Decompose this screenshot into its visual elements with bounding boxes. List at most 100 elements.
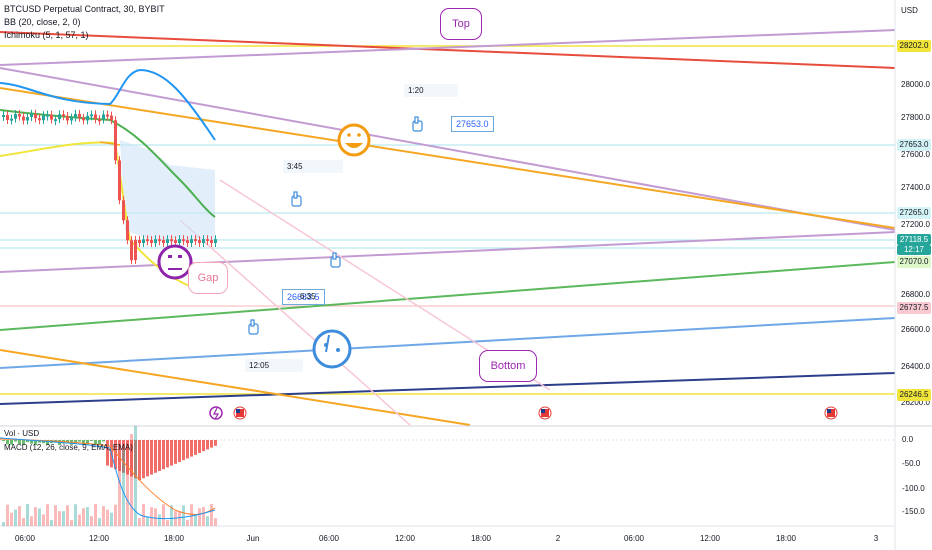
last-price-label[interactable]: 27118.5 bbox=[897, 234, 931, 245]
volume-bar bbox=[10, 512, 13, 526]
candle-body bbox=[6, 115, 9, 120]
lightning-icon[interactable] bbox=[209, 406, 223, 420]
price-tick: 27600.0 bbox=[901, 150, 930, 159]
price-tick: 27400.0 bbox=[901, 183, 930, 192]
candle-body bbox=[30, 113, 33, 118]
time-tick: 2 bbox=[555, 534, 561, 543]
macd-indicator-legend[interactable]: MACD (12, 26, close, 9, EMA, EMA) bbox=[4, 443, 133, 452]
smiling-face-icon bbox=[337, 123, 371, 157]
macd-histogram-bar bbox=[46, 440, 49, 445]
volume-indicator-legend[interactable]: Vol · USD bbox=[4, 429, 40, 438]
candle-body bbox=[138, 240, 141, 244]
macd-histogram-bar bbox=[106, 440, 109, 466]
volume-bar bbox=[2, 522, 5, 526]
time-note[interactable]: 6:35 bbox=[300, 292, 316, 301]
us-flag-icon[interactable] bbox=[538, 406, 552, 420]
macd-histogram-bar bbox=[90, 440, 93, 442]
macd-tick: -100.0 bbox=[902, 484, 925, 493]
purple-trendline-upper[interactable] bbox=[0, 29, 896, 66]
price-note-26683[interactable]: 26683.5 bbox=[282, 289, 325, 305]
currency-label: USD bbox=[901, 6, 918, 15]
price-label-28202[interactable]: 28202.0 bbox=[897, 40, 931, 52]
purple-trendline-descending[interactable] bbox=[0, 67, 896, 231]
blue-trendline[interactable] bbox=[0, 317, 896, 369]
candle-body bbox=[82, 117, 85, 121]
volume-bar bbox=[198, 508, 201, 526]
volume-bar bbox=[202, 507, 205, 526]
time-note[interactable]: 1:20 bbox=[404, 84, 458, 97]
price-tick: 27200.0 bbox=[901, 220, 930, 229]
volume-bar bbox=[38, 508, 41, 526]
volume-bar bbox=[190, 504, 193, 526]
gap-callout[interactable]: Gap bbox=[188, 262, 228, 294]
candle-body bbox=[58, 114, 61, 120]
price-label-27070[interactable]: 27070.0 bbox=[897, 256, 931, 268]
us-flag-icon[interactable] bbox=[824, 406, 838, 420]
candle-body bbox=[178, 239, 181, 243]
price-tick: 26400.0 bbox=[901, 362, 930, 371]
macd-histogram-bar bbox=[126, 440, 129, 475]
bottom-callout[interactable]: Bottom bbox=[479, 350, 537, 382]
candle-body bbox=[194, 239, 197, 242]
hand-pointer-icon bbox=[330, 252, 341, 268]
candle-body bbox=[78, 113, 81, 118]
macd-histogram-bar bbox=[142, 440, 145, 479]
price-tick: 26800.0 bbox=[901, 290, 930, 299]
candle-body bbox=[162, 240, 165, 244]
time-tick: 18:00 bbox=[163, 534, 185, 543]
macd-histogram-bar bbox=[78, 440, 81, 442]
candle-body bbox=[186, 240, 189, 243]
macd-histogram-bar bbox=[146, 440, 149, 477]
volume-bar bbox=[166, 520, 169, 526]
price-label-27265[interactable]: 27265.0 bbox=[897, 207, 931, 219]
volume-bar bbox=[6, 504, 9, 526]
candle-body bbox=[102, 114, 105, 120]
volume-bar bbox=[30, 516, 33, 526]
price-label-26246[interactable]: 26246.5 bbox=[897, 389, 931, 401]
candle-body bbox=[42, 115, 45, 121]
time-note[interactable]: 3:45 bbox=[283, 160, 343, 173]
candle-body bbox=[154, 239, 157, 244]
time-note[interactable]: 12:05 bbox=[245, 359, 303, 372]
ichimoku-indicator-legend[interactable]: Ichimoku (5, 1, 57, 1) bbox=[4, 30, 89, 40]
symbol-legend[interactable]: BTCUSD Perpetual Contract, 30, BYBIT bbox=[4, 4, 165, 14]
green-trendline[interactable] bbox=[0, 261, 896, 331]
price-tick: 26600.0 bbox=[901, 325, 930, 334]
candle-body bbox=[94, 114, 97, 120]
volume-bar bbox=[50, 520, 53, 526]
volume-bar bbox=[66, 505, 69, 526]
red-trendline[interactable] bbox=[0, 31, 896, 69]
macd-histogram-bar bbox=[186, 440, 189, 459]
bb-indicator-legend[interactable]: BB (20, close, 2, 0) bbox=[4, 17, 81, 27]
navy-trendline[interactable] bbox=[0, 372, 896, 405]
macd-histogram-bar bbox=[162, 440, 165, 470]
candle-body bbox=[14, 114, 17, 119]
candle-body bbox=[54, 119, 57, 122]
volume-bar bbox=[178, 511, 181, 526]
price-label-27653[interactable]: 27653.0 bbox=[897, 139, 931, 151]
volume-bar bbox=[78, 514, 81, 526]
candle-body bbox=[202, 239, 205, 243]
macd-histogram-bar bbox=[98, 440, 101, 445]
purple-trendline-lower[interactable] bbox=[0, 231, 896, 273]
volume-bar bbox=[46, 504, 49, 526]
time-tick: 06:00 bbox=[318, 534, 340, 543]
price-label-26737[interactable]: 26737.5 bbox=[897, 302, 931, 314]
top-callout[interactable]: Top bbox=[440, 8, 482, 40]
candle-body bbox=[146, 239, 149, 242]
orange-trendline-upper[interactable] bbox=[0, 87, 896, 229]
volume-bar bbox=[110, 512, 113, 526]
us-flag-icon[interactable] bbox=[233, 406, 247, 420]
candle-body bbox=[190, 239, 193, 243]
neutral-face-icon bbox=[157, 244, 193, 280]
candle-body bbox=[86, 115, 89, 121]
price-tick: 28000.0 bbox=[901, 80, 930, 89]
volume-bar bbox=[62, 511, 65, 526]
orange-trendline-lower[interactable] bbox=[0, 349, 471, 426]
price-note-27653[interactable]: 27653.0 bbox=[451, 116, 494, 132]
volume-bar bbox=[74, 504, 77, 526]
volume-bar bbox=[42, 514, 45, 526]
macd-histogram-bar bbox=[102, 440, 105, 442]
candle-body bbox=[2, 115, 5, 117]
